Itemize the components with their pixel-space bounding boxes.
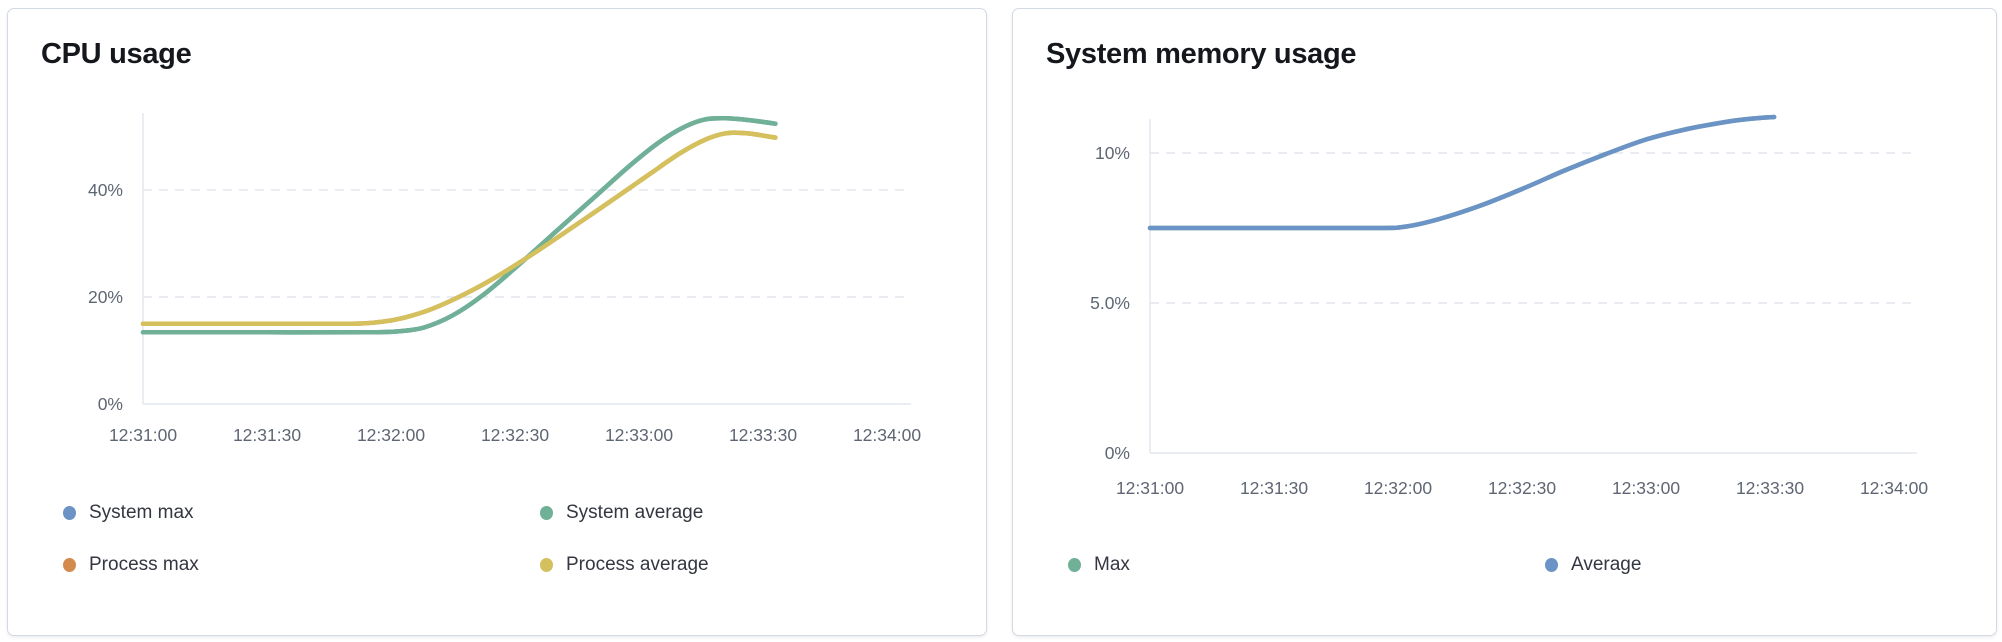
x-tick-label: 12:33:00 xyxy=(1612,478,1680,498)
cpu-usage-panel: CPU usage 0% 20% 40% 12:31:00 12:31:30 12:32:… xyxy=(7,8,987,636)
legend-item-label: System average xyxy=(566,502,704,523)
x-tick-label: 12:33:30 xyxy=(729,425,797,445)
series-line-process-average xyxy=(140,130,778,327)
x-tick-label: 12:31:30 xyxy=(233,425,301,445)
memory-usage-title: System memory usage xyxy=(1046,38,1357,70)
x-tick-label: 12:31:30 xyxy=(1240,478,1308,498)
memory-usage-panel: System memory usage 0% 5.0% 10% 12:31:00 12:… xyxy=(1012,8,1997,636)
x-tick-label: 12:32:30 xyxy=(1488,478,1556,498)
legend-dot-icon xyxy=(63,558,76,572)
cpu-usage-chart[interactable]: 0% 20% 40% 12:31:00 12:31:30 12:32:00 12:32:30… xyxy=(8,9,986,635)
legend-dot-icon xyxy=(63,506,76,520)
y-tick-label: 40% xyxy=(88,180,123,200)
x-tick-label: 12:33:30 xyxy=(1736,478,1804,498)
legend-item-average[interactable]: Average xyxy=(1545,539,1996,591)
y-tick-label: 0% xyxy=(1105,443,1130,463)
y-tick-label: 10% xyxy=(1095,143,1130,163)
legend-item-process-average[interactable]: Process average xyxy=(540,539,986,591)
x-tick-label: 12:31:00 xyxy=(109,425,177,445)
memory-usage-chart[interactable]: 0% 5.0% 10% 12:31:00 12:31:30 12:32:00 12:32:3… xyxy=(1013,9,1996,635)
legend-item-label: Max xyxy=(1094,554,1130,575)
cpu-usage-title: CPU usage xyxy=(41,38,192,70)
series-line-system-average xyxy=(140,115,778,335)
x-tick-label: 12:32:00 xyxy=(1364,478,1432,498)
y-tick-label: 0% xyxy=(98,394,123,414)
legend-item-max[interactable]: Max xyxy=(1068,539,1545,591)
series-line-average xyxy=(1147,114,1777,231)
legend-dot-icon xyxy=(540,506,553,520)
legend-dot-icon xyxy=(1545,558,1558,572)
y-tick-label: 5.0% xyxy=(1090,293,1130,313)
legend-dot-icon xyxy=(540,558,553,572)
x-tick-label: 12:32:00 xyxy=(357,425,425,445)
x-tick-label: 12:34:00 xyxy=(853,425,921,445)
memory-usage-legend: Max Average xyxy=(1013,539,1996,591)
legend-item-label: Process average xyxy=(566,554,709,575)
legend-item-label: Average xyxy=(1571,554,1642,575)
x-tick-label: 12:33:00 xyxy=(605,425,673,445)
legend-item-process-max[interactable]: Process max xyxy=(63,539,540,591)
x-tick-label: 12:31:00 xyxy=(1116,478,1184,498)
legend-item-system-max[interactable]: System max xyxy=(63,487,540,539)
x-tick-label: 12:32:30 xyxy=(481,425,549,445)
legend-item-label: System max xyxy=(89,502,194,523)
legend-item-label: Process max xyxy=(89,554,199,575)
y-tick-label: 20% xyxy=(88,287,123,307)
x-tick-label: 12:34:00 xyxy=(1860,478,1928,498)
legend-item-system-average[interactable]: System average xyxy=(540,487,986,539)
cpu-usage-legend: System max System average Process max Proce… xyxy=(8,487,986,591)
legend-dot-icon xyxy=(1068,558,1081,572)
